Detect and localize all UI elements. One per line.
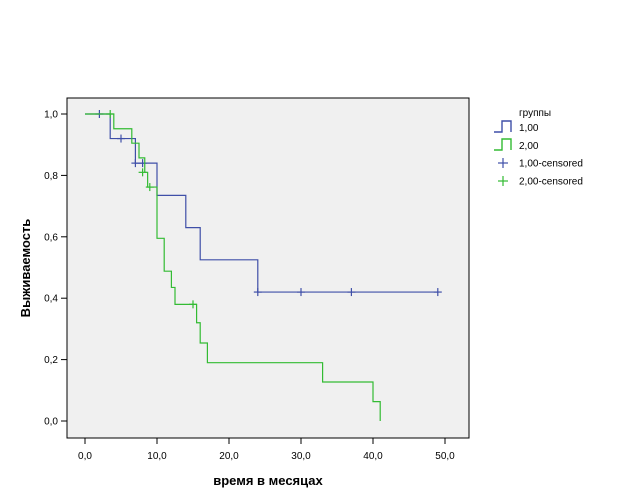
x-axis: 0,0 10,0 20,0 30,0 40,0 50,0 xyxy=(78,438,455,462)
legend-swatch-line-1 xyxy=(494,120,512,133)
censored-marker-1 xyxy=(433,288,442,297)
x-tick-label: 0,0 xyxy=(78,451,92,462)
y-tick-label: 0,2 xyxy=(44,355,58,366)
x-tick-label: 10,0 xyxy=(147,451,167,462)
censored-marker-1 xyxy=(297,288,305,297)
censored-marker-2 xyxy=(106,110,115,118)
x-tick-label: 50,0 xyxy=(435,451,455,462)
censored-marker-2 xyxy=(138,168,147,177)
x-axis-title: время в месяцах xyxy=(213,473,323,488)
censored-marker-2 xyxy=(189,300,197,309)
y-axis-title: Выживаемость xyxy=(18,219,33,318)
legend-swatch-line-2 xyxy=(494,138,512,151)
series-line-1 xyxy=(85,113,438,293)
x-tick-label: 30,0 xyxy=(291,451,311,462)
y-axis: 0,0 0,2 0,4 0,6 0,8 1,0 xyxy=(44,110,67,428)
legend-swatch-censored-2 xyxy=(498,176,508,186)
y-tick-label: 0,6 xyxy=(44,232,58,243)
legend-label-1: 1,00 xyxy=(519,123,539,134)
x-tick-label: 40,0 xyxy=(363,451,383,462)
legend-swatch-censored-1 xyxy=(498,158,508,168)
legend-label-2: 2,00 xyxy=(519,141,539,152)
x-tick-label: 20,0 xyxy=(219,451,239,462)
series-layer xyxy=(85,110,442,421)
y-tick-label: 0,0 xyxy=(44,417,58,428)
legend-label-censored-2: 2,00-censored xyxy=(519,177,583,188)
legend-title: группы xyxy=(519,108,551,119)
y-tick-label: 0,8 xyxy=(44,171,58,182)
legend-label-censored-1: 1,00-censored xyxy=(519,159,583,170)
censored-marker-2 xyxy=(145,183,154,192)
y-tick-label: 0,4 xyxy=(44,294,58,305)
censored-marker-1 xyxy=(253,288,262,297)
censored-marker-1 xyxy=(347,288,356,297)
y-tick-label: 1,0 xyxy=(44,110,58,121)
censored-marker-1 xyxy=(117,134,125,143)
legend: группы 1,00 2,00 1,00-censored 2,00-censore… xyxy=(494,108,583,188)
series-line-2 xyxy=(85,113,381,421)
plot-area xyxy=(66,97,470,439)
censored-marker-1 xyxy=(131,159,140,168)
